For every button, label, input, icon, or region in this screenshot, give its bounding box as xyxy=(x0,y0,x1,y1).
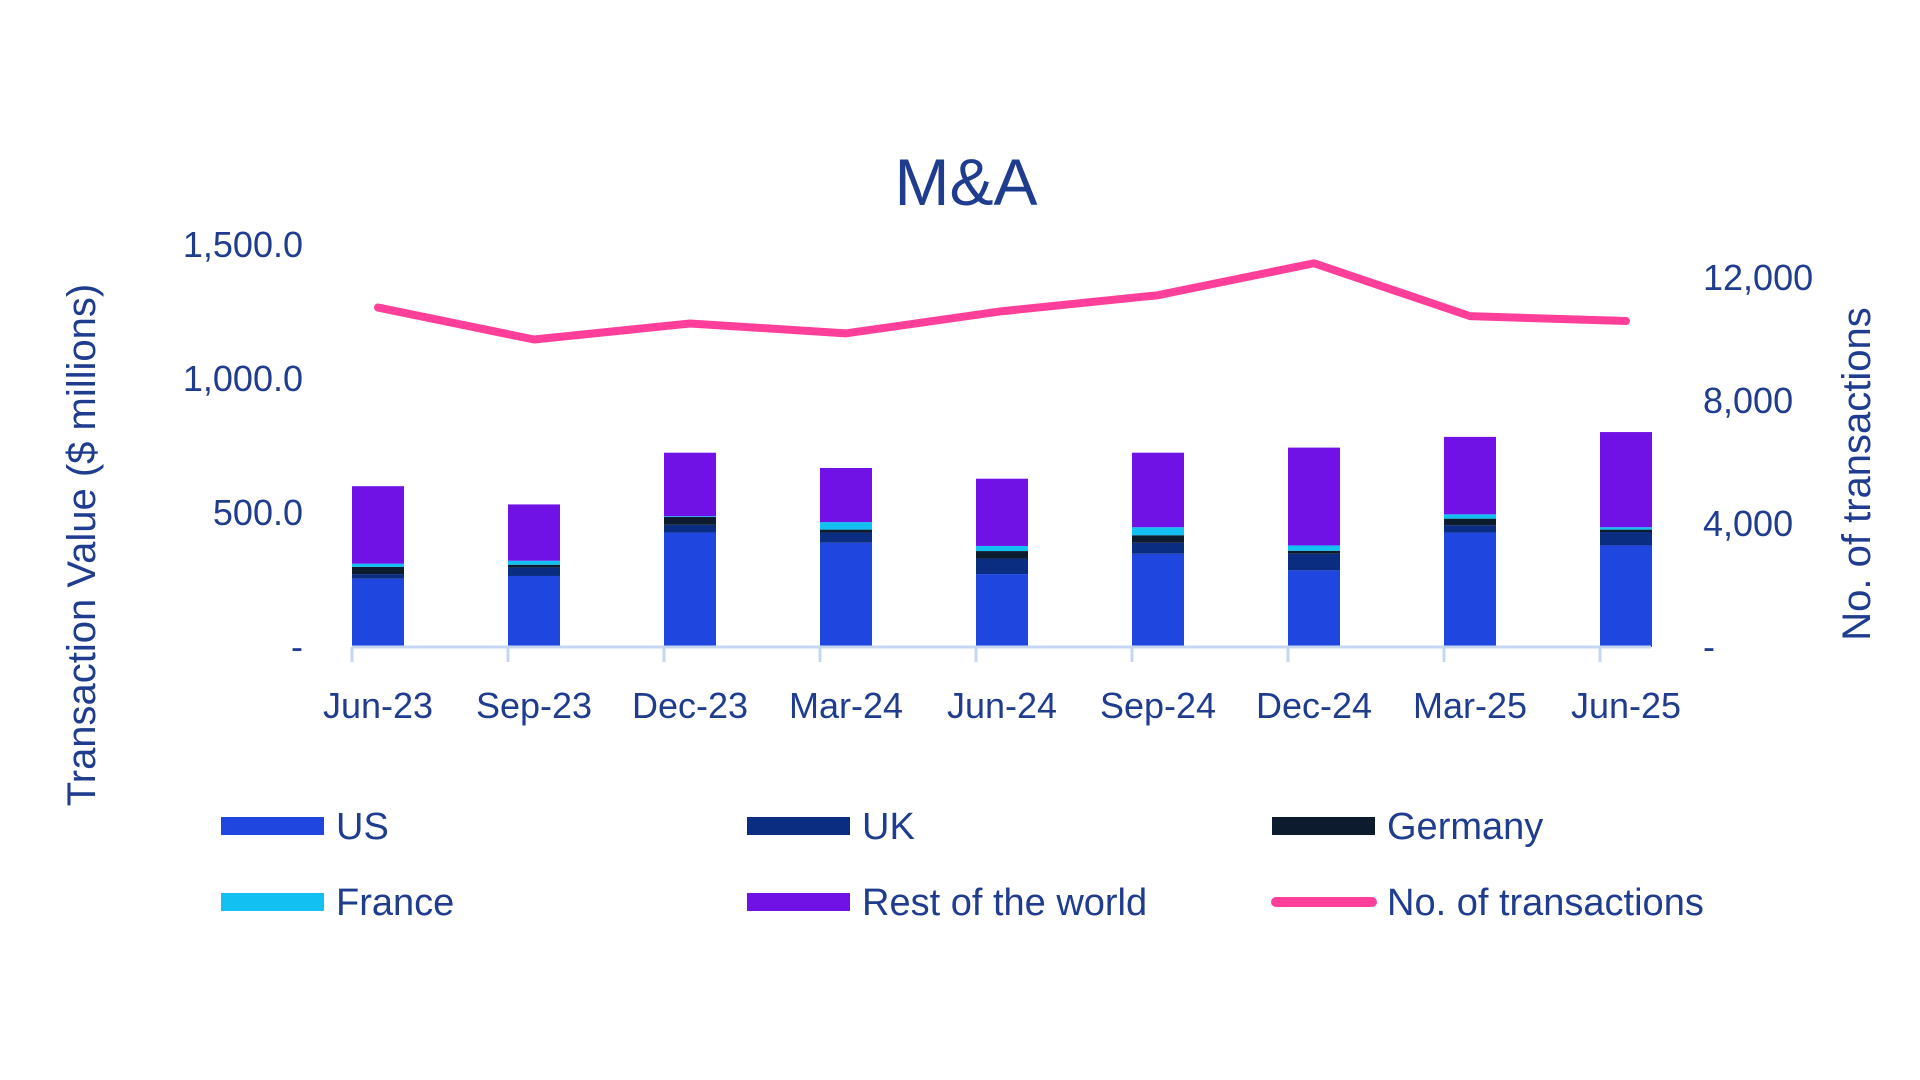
y2-tick-label: 12,000 xyxy=(1703,257,1813,298)
legend-swatch xyxy=(747,893,850,911)
y2-axis-title: No. of transactions xyxy=(1835,307,1879,641)
bar-us xyxy=(1600,545,1652,647)
legend-label: France xyxy=(336,882,454,924)
y2-tick-label: 8,000 xyxy=(1703,380,1793,421)
x-tick-label: Mar-24 xyxy=(789,685,903,726)
bar-us xyxy=(976,574,1028,647)
bar-france xyxy=(664,516,716,518)
legend-swatch xyxy=(221,893,324,911)
bar-uk xyxy=(352,574,404,579)
x-tick-label: Dec-23 xyxy=(632,685,748,726)
legend-item: Germany xyxy=(1272,806,1543,848)
bar-germany xyxy=(1444,518,1496,526)
x-tick-label: Sep-23 xyxy=(476,685,592,726)
bar-germany xyxy=(1132,535,1184,543)
bar-germany xyxy=(976,551,1028,559)
legend-item: No. of transactions xyxy=(1271,882,1704,924)
x-tick-label: Jun-24 xyxy=(947,685,1057,726)
bar-rest-of-the-world xyxy=(1288,447,1340,546)
bar-uk xyxy=(664,524,716,533)
transactions-line xyxy=(374,259,1630,344)
y-axis-title: Transaction Value ($ millions) xyxy=(60,284,104,806)
legend-label: UK xyxy=(862,806,915,848)
bar-rest-of-the-world xyxy=(1132,452,1184,528)
y-tick-label: - xyxy=(291,626,303,667)
bar-rest-of-the-world xyxy=(664,452,716,517)
bar-us xyxy=(664,532,716,647)
x-tick-label: Sep-24 xyxy=(1100,685,1216,726)
y2-tick-label: - xyxy=(1703,626,1715,667)
legend-item: US xyxy=(221,806,389,848)
bar-rest-of-the-world xyxy=(508,504,560,561)
bar-us xyxy=(1132,553,1184,647)
y-tick-label: 1,500.0 xyxy=(183,224,303,265)
legend-label: Germany xyxy=(1387,806,1543,848)
bar-us xyxy=(820,542,872,647)
legend-item: Rest of the world xyxy=(747,882,1147,924)
bar-rest-of-the-world xyxy=(820,467,872,523)
bar-rest-of-the-world xyxy=(1600,432,1652,528)
bar-rest-of-the-world xyxy=(352,486,404,564)
bar-uk xyxy=(508,567,560,576)
legend-item: France xyxy=(221,882,454,924)
bar-us xyxy=(1288,570,1340,647)
legend-swatch xyxy=(747,817,850,835)
bar-uk xyxy=(820,532,872,543)
bar-uk xyxy=(1132,542,1184,554)
bar-uk xyxy=(1444,525,1496,533)
bar-germany xyxy=(352,566,404,575)
x-tick-label: Jun-25 xyxy=(1571,685,1681,726)
legend-label: US xyxy=(336,806,389,848)
legend-label: No. of transactions xyxy=(1387,882,1704,924)
legend-swatch xyxy=(221,817,324,835)
x-tick-label: Jun-23 xyxy=(323,685,433,726)
chart-title: M&A xyxy=(894,145,1037,219)
bar-france xyxy=(1444,514,1496,519)
bar-germany xyxy=(1600,529,1652,533)
legend-item: UK xyxy=(747,806,915,848)
bar-us xyxy=(508,575,560,647)
bar-germany xyxy=(820,529,872,533)
bar-us xyxy=(1444,532,1496,647)
legend-swatch xyxy=(1272,817,1375,835)
bar-france xyxy=(976,545,1028,552)
bar-germany xyxy=(508,564,560,568)
bar-france xyxy=(1600,527,1652,530)
bar-uk xyxy=(1600,532,1652,546)
x-tick-label: Dec-24 xyxy=(1256,685,1372,726)
bar-us xyxy=(352,578,404,647)
bar-france xyxy=(352,563,404,567)
bar-france xyxy=(508,560,560,565)
bar-uk xyxy=(1288,553,1340,571)
bar-germany xyxy=(1288,550,1340,554)
bar-uk xyxy=(976,558,1028,575)
x-tick-label: Mar-25 xyxy=(1413,685,1527,726)
bar-france xyxy=(820,522,872,530)
bar-france xyxy=(1132,527,1184,536)
bar-germany xyxy=(664,517,716,525)
y2-tick-label: 4,000 xyxy=(1703,503,1793,544)
bar-france xyxy=(1288,545,1340,551)
bar-rest-of-the-world xyxy=(976,478,1028,546)
bar-rest-of-the-world xyxy=(1444,436,1496,515)
legend-label: Rest of the world xyxy=(862,882,1147,924)
y-tick-label: 1,000.0 xyxy=(183,358,303,399)
y-tick-label: 500.0 xyxy=(213,492,303,533)
